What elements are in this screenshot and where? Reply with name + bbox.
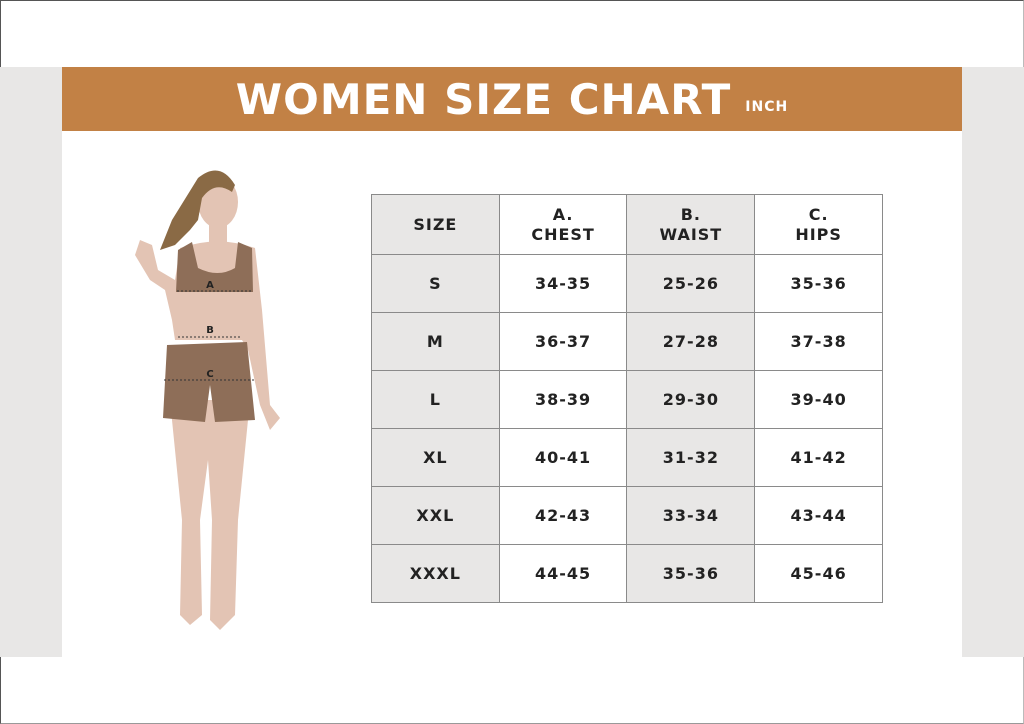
cell-hips: 35-36	[754, 254, 883, 313]
header-waist-label: WAIST	[659, 224, 723, 244]
label-c: C	[206, 369, 213, 380]
cell-size: L	[371, 370, 500, 429]
header-hips: C. HIPS	[754, 194, 883, 255]
table-row: XL 40-41 31-32 41-42	[371, 428, 883, 487]
size-table: SIZE A. CHEST B. WAIST C. HIPS S 34-35 25-26 3…	[371, 194, 883, 603]
header-hips-label: HIPS	[795, 224, 842, 244]
cell-hips: 43-44	[754, 486, 883, 545]
cell-size: S	[371, 254, 500, 313]
header-size: SIZE	[371, 194, 500, 255]
table-row: XXXL 44-45 35-36 45-46	[371, 544, 883, 603]
cell-waist: 29-30	[626, 370, 756, 429]
label-b: B	[206, 325, 214, 336]
cell-size: XL	[371, 428, 500, 487]
cell-size: XXXL	[371, 544, 500, 603]
left-side-panel	[0, 67, 62, 657]
title-banner: WOMEN SIZE CHART INCH	[62, 67, 962, 131]
table-body: S 34-35 25-26 35-36 M 36-37 27-28 37-38 L 38-39 29…	[371, 254, 883, 603]
cell-chest: 38-39	[498, 370, 628, 429]
cell-hips: 45-46	[754, 544, 883, 603]
table-row: M 36-37 27-28 37-38	[371, 312, 883, 371]
cell-hips: 39-40	[754, 370, 883, 429]
header-size-label: SIZE	[413, 214, 458, 234]
midriff	[180, 305, 240, 340]
body-measurement-figure: A B C	[135, 170, 280, 630]
cell-chest: 36-37	[498, 312, 628, 371]
hair	[160, 170, 235, 250]
cell-chest: 44-45	[498, 544, 628, 603]
table-row: L 38-39 29-30 39-40	[371, 370, 883, 429]
table-row: XXL 42-43 33-34 43-44	[371, 486, 883, 545]
cell-waist: 25-26	[626, 254, 756, 313]
cell-waist: 31-32	[626, 428, 756, 487]
label-a: A	[206, 280, 214, 291]
header-hips-letter: C.	[808, 204, 829, 224]
page-title: WOMEN SIZE CHART	[235, 74, 732, 124]
cell-hips: 41-42	[754, 428, 883, 487]
cell-chest: 40-41	[498, 428, 628, 487]
cell-chest: 34-35	[498, 254, 628, 313]
header-chest-letter: A.	[552, 204, 574, 224]
right-side-panel	[962, 67, 1024, 657]
table-row: S 34-35 25-26 35-36	[371, 254, 883, 313]
cell-waist: 35-36	[626, 544, 756, 603]
header-chest-label: CHEST	[531, 224, 595, 244]
header-waist-letter: B.	[680, 204, 701, 224]
shorts	[163, 342, 255, 422]
cell-waist: 27-28	[626, 312, 756, 371]
unit-label: INCH	[745, 99, 789, 115]
header-chest: A. CHEST	[498, 194, 628, 255]
sports-bra	[176, 242, 253, 292]
table-header-row: SIZE A. CHEST B. WAIST C. HIPS	[371, 194, 883, 255]
cell-size: M	[371, 312, 500, 371]
header-waist: B. WAIST	[626, 194, 756, 255]
cell-size: XXL	[371, 486, 500, 545]
cell-waist: 33-34	[626, 486, 756, 545]
cell-chest: 42-43	[498, 486, 628, 545]
cell-hips: 37-38	[754, 312, 883, 371]
